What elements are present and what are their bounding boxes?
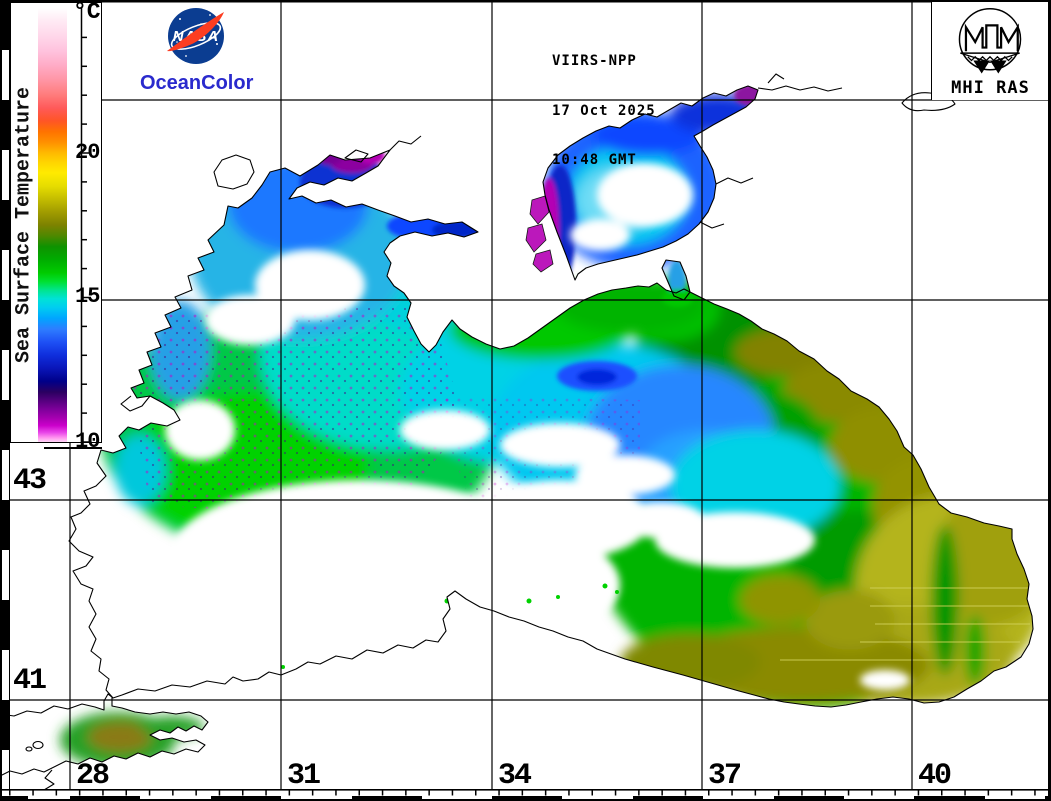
oceancolor-label: OceanColor: [140, 72, 254, 94]
latitude-label-43: 43: [13, 464, 47, 498]
coastline: [0, 73, 1034, 791]
mhi-ras-logo-icon: [958, 7, 1022, 74]
legend-tick-20: 20: [75, 140, 100, 165]
latitude-label-41: 41: [13, 664, 47, 698]
legend-panel: °C 20 15 10: [10, 0, 102, 454]
legend-tick-15: 15: [75, 284, 100, 309]
satellite-name: VIIRS-NPP: [552, 53, 637, 69]
longitude-label-28: 28: [76, 759, 110, 793]
longitude-label-34: 34: [498, 759, 532, 793]
scene-date: 17 Oct 2025: [552, 102, 656, 119]
mhi-ras-block: MHI RAS: [931, 2, 1048, 100]
legend-title: Sea Surface Temperature: [12, 86, 36, 364]
longitude-label-31: 31: [287, 759, 321, 793]
legend-tick-10: 10: [75, 429, 100, 454]
colorbar-gradient: [38, 8, 67, 442]
scene-header: VIIRS-NPP 17 Oct 2025 10:48 GMT: [552, 20, 656, 202]
colorbar-axis: [80, 8, 91, 443]
scene-time: 10:48 GMT: [552, 152, 637, 168]
nasa-oceancolor-block: NASA OceanColor: [138, 4, 253, 96]
nasa-logo-icon: NASA: [167, 8, 224, 64]
longitude-label-40: 40: [918, 759, 952, 793]
legend-baseline: [44, 447, 102, 449]
legend-unit-label: °C: [73, 0, 101, 25]
sivash-lagoons: [525, 195, 554, 273]
longitude-label-37: 37: [708, 759, 742, 793]
mhi-ras-label: MHI RAS: [951, 78, 1030, 98]
